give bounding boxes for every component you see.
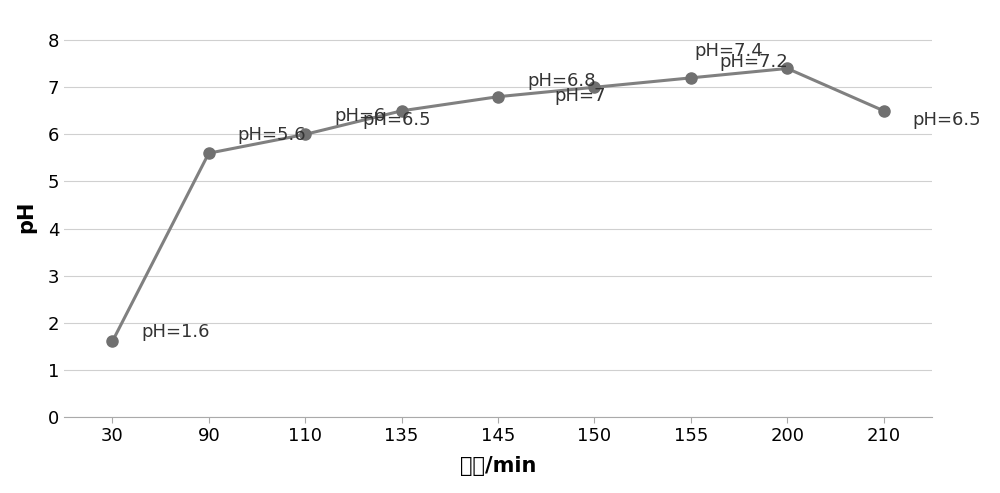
Text: pH=7.4: pH=7.4	[694, 42, 763, 60]
Text: pH=7.2: pH=7.2	[720, 53, 789, 71]
Text: pH=1.6: pH=1.6	[141, 323, 210, 342]
Text: pH=6.8: pH=6.8	[527, 71, 595, 90]
Text: pH=6.5: pH=6.5	[913, 111, 981, 129]
Text: pH=6: pH=6	[334, 107, 385, 125]
Text: pH=7: pH=7	[554, 87, 606, 105]
Text: pH=5.6: pH=5.6	[238, 126, 306, 144]
Text: pH=6.5: pH=6.5	[362, 111, 431, 129]
Y-axis label: pH: pH	[17, 201, 37, 233]
X-axis label: 时间/min: 时间/min	[460, 457, 536, 476]
